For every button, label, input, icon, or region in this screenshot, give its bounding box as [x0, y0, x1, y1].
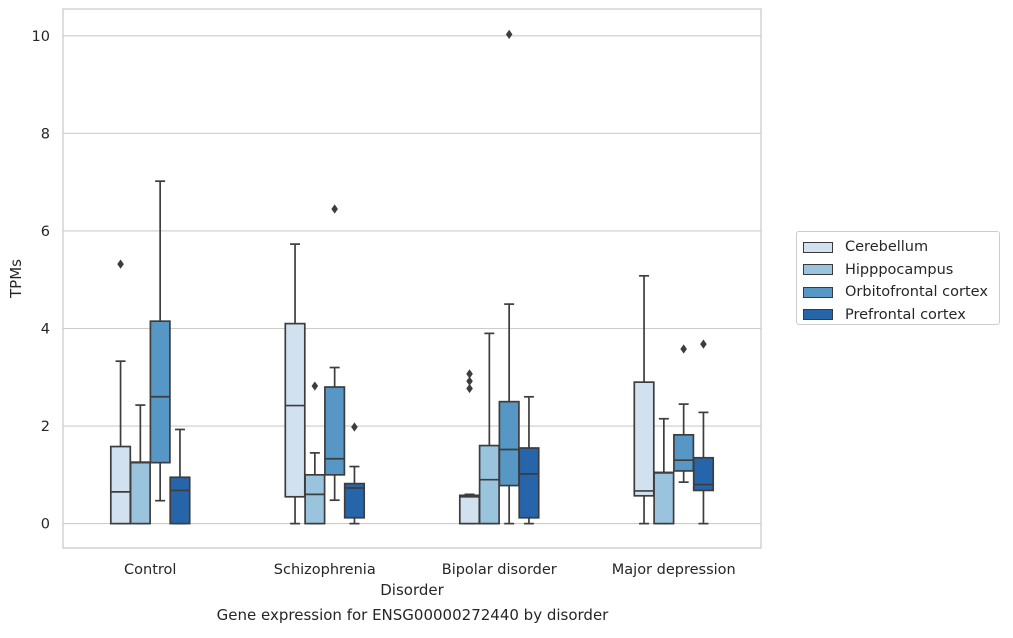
y-tick-label: 2 [41, 419, 50, 435]
box [304, 473, 326, 525]
outlier-point [351, 422, 358, 432]
legend-item: Orbitofrontal cortex [803, 281, 999, 304]
x-tick-label: Major depression [612, 562, 736, 578]
legend-label: Cerebellum [845, 239, 929, 256]
legend-item: Hipppocampus [803, 259, 999, 282]
legend-swatch [803, 264, 833, 276]
outlier-point [466, 369, 473, 379]
box [653, 471, 675, 525]
y-tick-label: 6 [41, 224, 50, 240]
outlier-point [700, 339, 707, 349]
y-tick-label: 4 [41, 321, 50, 337]
legend-item: Prefrontal cortex [803, 304, 999, 327]
box [169, 476, 191, 525]
chart-caption: Gene expression for ENSG00000272440 by d… [216, 606, 609, 624]
x-tick-label: Schizophrenia [274, 562, 376, 578]
legend-swatch [803, 286, 833, 298]
y-axis-label: TPMs [7, 259, 25, 299]
legend-item: Cerebellum [803, 236, 999, 259]
x-axis-label: Disorder [380, 581, 444, 599]
outlier-point [466, 383, 473, 394]
legend-swatch [803, 241, 833, 253]
box [633, 381, 655, 497]
box [458, 494, 481, 525]
legend: Cerebellum Hipppocampus Orbitofrontal co… [796, 231, 1000, 325]
legend-swatch [803, 309, 833, 321]
box [149, 320, 171, 464]
outlier-point [680, 344, 687, 354]
legend-label: Orbitofrontal cortex [845, 284, 988, 301]
legend-label: Hipppocampus [845, 261, 954, 278]
x-tick-label: Control [124, 562, 176, 578]
legend-label: Prefrontal cortex [845, 306, 966, 323]
box [692, 456, 715, 492]
box [284, 322, 306, 498]
box [478, 444, 500, 525]
box [324, 386, 346, 476]
outlier-point [331, 204, 338, 214]
outlier-point [466, 376, 473, 386]
box [518, 447, 540, 519]
y-tick-label: 0 [41, 517, 50, 533]
outlier-point [505, 29, 513, 39]
outlier-point [311, 381, 319, 391]
box [343, 482, 366, 519]
x-tick-label: Bipolar disorder [442, 562, 557, 578]
box [129, 461, 151, 525]
box [109, 445, 132, 525]
box [673, 433, 695, 472]
outlier-point [117, 259, 124, 269]
y-tick-label: 8 [41, 126, 50, 142]
y-tick-label: 10 [32, 29, 50, 45]
plot-frame [62, 8, 762, 549]
box [498, 400, 520, 487]
